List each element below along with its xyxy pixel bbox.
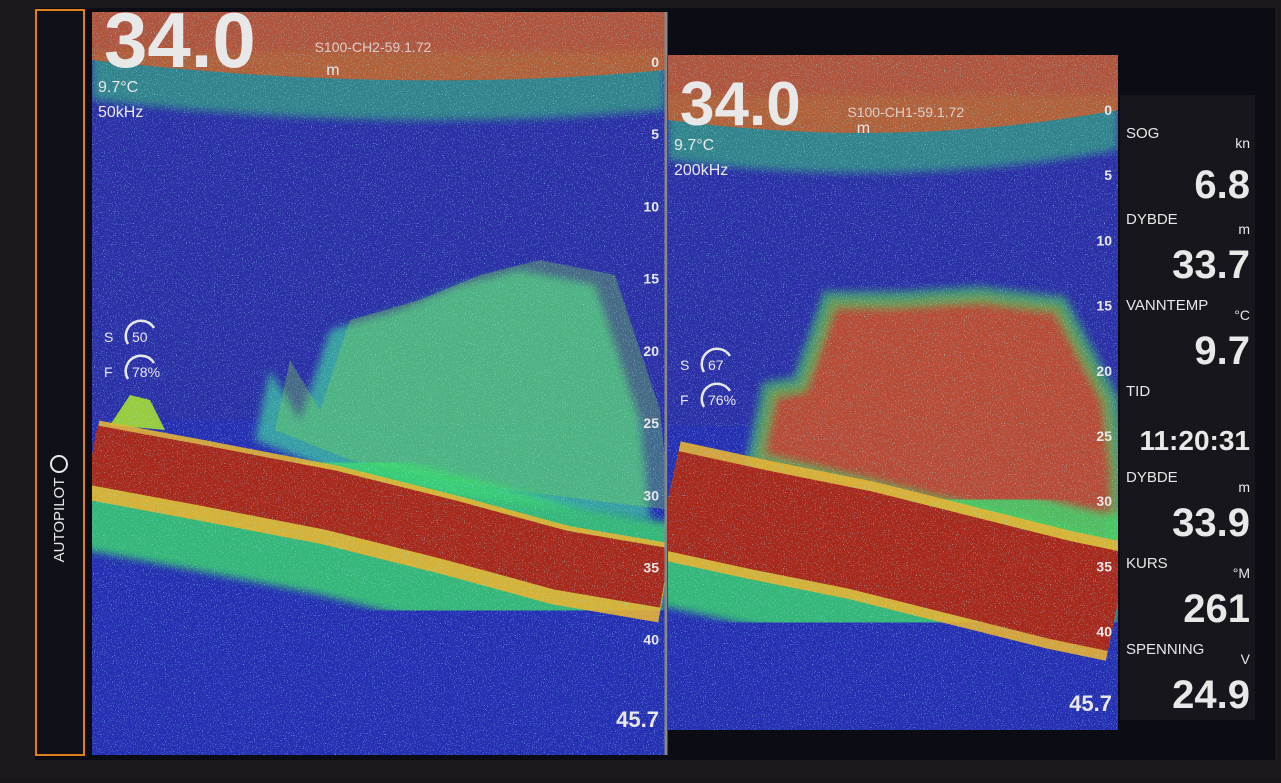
depth-scale-label: 10: [1096, 232, 1112, 248]
depth-scale-label: 0: [1104, 102, 1112, 118]
autopilot-label: AUTOPILOT: [51, 478, 68, 563]
autopilot-icon: [50, 455, 68, 473]
depth-unit: m: [857, 120, 870, 137]
gain-value: 67: [708, 357, 724, 373]
field-label: SOG: [1126, 125, 1159, 142]
gain-dial: [700, 347, 732, 373]
depth-scale-label: 20: [643, 343, 659, 359]
depth-readout: 34.0: [680, 70, 801, 139]
gain-dial: [700, 382, 732, 408]
sonar-panel[interactable]: [668, 55, 1118, 730]
depth-readout: 34.0: [104, 0, 256, 84]
gain-value: 76%: [708, 392, 736, 408]
field-label: TID: [1126, 383, 1150, 400]
range-readout: 45.7: [616, 707, 659, 732]
field-label: DYBDE: [1126, 211, 1178, 228]
field-label: SPENNING: [1126, 641, 1204, 658]
depth-scale-label: 20: [1096, 363, 1112, 379]
depth-unit: m: [326, 62, 339, 79]
range-readout: 45.7: [1069, 691, 1112, 716]
water-temperature: 9.7°C: [674, 137, 714, 154]
gain-label: S: [104, 329, 113, 345]
depth-scale-label: 15: [1096, 298, 1112, 314]
depth-scale-label: 15: [643, 271, 659, 287]
field-value: 9.7: [1194, 329, 1250, 373]
depth-scale-label: 5: [651, 126, 659, 142]
depth-scale-label: 10: [643, 198, 659, 214]
water-temperature: 9.7°C: [98, 79, 138, 96]
depth-scale-label: 0: [651, 54, 659, 70]
field-value: 6.8: [1194, 163, 1250, 207]
gain-label: S: [680, 357, 689, 373]
noise: [668, 55, 1118, 730]
frequency: 50kHz: [98, 104, 143, 121]
field-label: DYBDE: [1126, 469, 1178, 486]
noise: [92, 12, 665, 755]
sidebar: [1120, 95, 1255, 720]
autopilot-strip[interactable]: [35, 9, 85, 756]
field-unit: m: [1238, 221, 1250, 237]
depth-scale-label: 25: [643, 415, 659, 431]
field-unit: kn: [1235, 135, 1250, 151]
field-value: 11:20:31: [1139, 425, 1250, 456]
gain-dial: [124, 354, 156, 380]
source: S100-CH2-59.1.72: [315, 39, 432, 55]
depth-scale-label: 40: [1096, 624, 1112, 640]
depth-scale-label: 25: [1096, 428, 1112, 444]
depth-scale-label: 30: [643, 487, 659, 503]
gain-value: 50: [132, 329, 148, 345]
depth-scale-label: 35: [643, 559, 659, 575]
source: S100-CH1-59.1.72: [847, 104, 964, 120]
field-unit: V: [1241, 651, 1251, 667]
depth-scale-label: 35: [1096, 558, 1112, 574]
sonar-panel[interactable]: [92, 12, 670, 755]
autopilot-button[interactable]: AUTOPILOT: [50, 455, 68, 563]
field-unit: °C: [1234, 307, 1250, 323]
field-value: 24.9: [1172, 673, 1250, 717]
gain-dial: [124, 319, 156, 345]
field-value: 33.9: [1172, 501, 1250, 545]
gain-label: F: [680, 392, 689, 408]
field-label: KURS: [1126, 555, 1168, 572]
depth-scale-label: 5: [1104, 167, 1112, 183]
frequency: 200kHz: [674, 162, 728, 179]
field-value: 33.7: [1172, 243, 1250, 287]
field-label: VANNTEMP: [1126, 297, 1208, 314]
field-unit: °M: [1233, 565, 1250, 581]
depth-scale-label: 40: [643, 632, 659, 648]
field-value: 261: [1183, 587, 1250, 631]
depth-scale-label: 30: [1096, 493, 1112, 509]
gain-label: F: [104, 364, 113, 380]
gain-value: 78%: [132, 364, 160, 380]
field-unit: m: [1238, 479, 1250, 495]
